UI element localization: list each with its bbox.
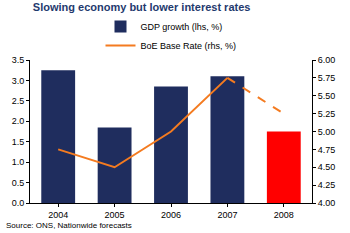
svg-text:2004: 2004 [48, 210, 68, 220]
svg-text:0.5: 0.5 [12, 178, 25, 188]
svg-text:BoE Base Rate (rhs, %): BoE Base Rate (rhs, %) [141, 41, 237, 51]
svg-text:5.25: 5.25 [318, 109, 336, 119]
svg-text:2008: 2008 [274, 210, 294, 220]
svg-text:1.0: 1.0 [12, 157, 25, 167]
svg-text:2006: 2006 [161, 210, 181, 220]
svg-text:Source: ONS, Nationwide foreca: Source: ONS, Nationwide forecasts [6, 221, 132, 230]
svg-text:3.5: 3.5 [12, 55, 25, 65]
svg-text:2.5: 2.5 [12, 96, 25, 106]
svg-text:4.25: 4.25 [318, 180, 336, 190]
svg-text:5.75: 5.75 [318, 73, 336, 83]
svg-text:6.00: 6.00 [318, 55, 336, 65]
svg-text:2.0: 2.0 [12, 116, 25, 126]
svg-text:2005: 2005 [105, 210, 125, 220]
svg-text:3.0: 3.0 [12, 76, 25, 86]
svg-text:4.75: 4.75 [318, 145, 336, 155]
svg-text:1.5: 1.5 [12, 137, 25, 147]
svg-text:Slowing economy but lower inte: Slowing economy but lower interest rates [33, 1, 251, 13]
svg-text:0.0: 0.0 [12, 198, 25, 208]
svg-text:5.50: 5.50 [318, 91, 336, 101]
svg-text:4.00: 4.00 [318, 198, 336, 208]
svg-text:2007: 2007 [217, 210, 237, 220]
svg-text:GDP growth (lhs, %): GDP growth (lhs, %) [141, 22, 223, 32]
svg-text:5.00: 5.00 [318, 127, 336, 137]
svg-text:4.50: 4.50 [318, 162, 336, 172]
